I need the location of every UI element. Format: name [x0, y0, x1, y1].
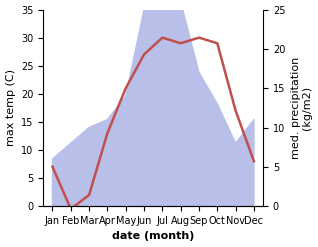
Y-axis label: med. precipitation
(kg/m2): med. precipitation (kg/m2)	[291, 57, 313, 159]
X-axis label: date (month): date (month)	[112, 231, 194, 242]
Y-axis label: max temp (C): max temp (C)	[5, 69, 16, 146]
